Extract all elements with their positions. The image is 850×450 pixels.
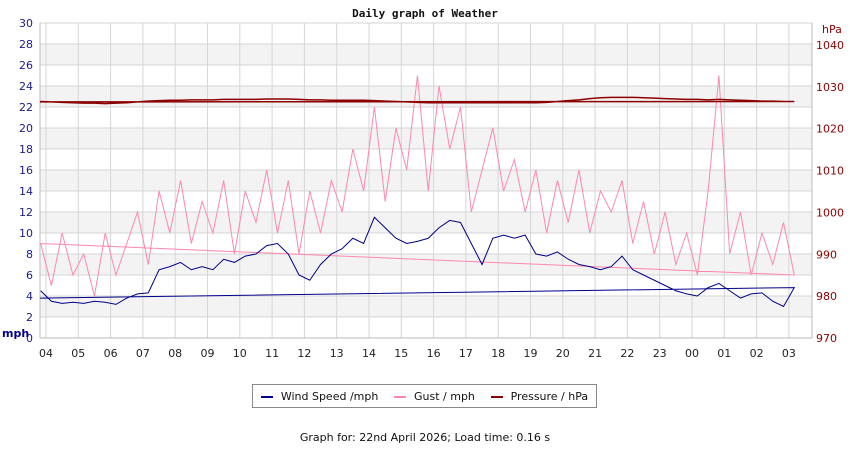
legend-label: Wind Speed /mph <box>280 389 379 403</box>
grid-band <box>40 44 812 65</box>
right-tick-label: 970 <box>816 332 837 345</box>
legend-item-gust: Gust / mph <box>394 390 475 403</box>
right-tick-label: 1040 <box>816 39 844 52</box>
x-tick-label: 17 <box>459 347 473 360</box>
left-tick-label: 30 <box>19 17 33 30</box>
left-tick-label: 26 <box>19 59 33 72</box>
left-tick-label: 28 <box>19 38 33 51</box>
x-tick-label: 19 <box>524 347 538 360</box>
x-tick-label: 03 <box>782 347 796 360</box>
right-tick-label: 1020 <box>816 123 844 136</box>
x-tick-label: 09 <box>201 347 215 360</box>
x-tick-label: 12 <box>297 347 311 360</box>
left-tick-label: 14 <box>19 185 33 198</box>
left-tick-label: 24 <box>19 80 33 93</box>
series-pressure <box>39 96 795 105</box>
x-tick-label: 18 <box>491 347 505 360</box>
left-tick-label: 10 <box>19 227 33 240</box>
x-tick-label: 01 <box>717 347 731 360</box>
x-tick-label: 15 <box>394 347 408 360</box>
left-tick-label: 22 <box>19 101 33 114</box>
left-tick-label: 12 <box>19 206 33 219</box>
x-tick-label: 05 <box>71 347 85 360</box>
series-wind <box>39 216 796 308</box>
footer-status: Graph for: 22nd April 2026; Load time: 0… <box>299 431 551 444</box>
left-tick-label: 0 <box>26 332 33 345</box>
grid-band <box>40 296 812 317</box>
legend: Wind Speed /mph Gust / mph Pressure / hP… <box>252 384 597 408</box>
x-tick-label: 11 <box>265 347 279 360</box>
left-tick-label: 2 <box>26 311 33 324</box>
left-tick-label: 4 <box>26 290 33 303</box>
right-axis-label: hPa <box>822 23 842 36</box>
x-tick-label: 20 <box>556 347 570 360</box>
x-tick-label: 16 <box>427 347 441 360</box>
grid-band <box>40 86 812 107</box>
x-tick-label: 06 <box>104 347 118 360</box>
left-tick-label: 6 <box>26 269 33 282</box>
right-tick-label: 1000 <box>816 206 844 219</box>
series-line <box>39 96 795 105</box>
grid-band <box>40 170 812 191</box>
x-tick-label: 10 <box>233 347 247 360</box>
left-tick-label: 20 <box>19 122 33 135</box>
x-tick-label: 08 <box>168 347 182 360</box>
right-tick-label: 980 <box>816 290 837 303</box>
legend-label: Gust / mph <box>414 389 475 403</box>
x-tick-label: 22 <box>620 347 634 360</box>
x-tick-label: 00 <box>685 347 699 360</box>
x-tick-label: 13 <box>330 347 344 360</box>
legend-item-pressure: Pressure / hPa <box>490 389 589 403</box>
legend-label: Pressure / hPa <box>510 389 589 403</box>
x-tick-label: 23 <box>653 347 667 360</box>
chart-title: Daily graph of Weather <box>352 7 498 20</box>
legend-item-wind: Wind Speed /mph <box>260 389 379 403</box>
series-line <box>39 216 796 308</box>
right-tick-label: 1010 <box>816 165 844 178</box>
right-tick-label: 990 <box>816 248 837 261</box>
left-tick-label: 8 <box>26 248 33 261</box>
x-tick-label: 04 <box>39 347 53 360</box>
x-tick-label: 21 <box>588 347 602 360</box>
grid-band <box>40 128 812 149</box>
series-gust <box>39 75 795 297</box>
x-tick-label: 02 <box>750 347 764 360</box>
grid-band <box>40 212 812 233</box>
x-tick-label: 07 <box>136 347 150 360</box>
left-tick-label: 18 <box>19 143 33 156</box>
x-tick-label: 14 <box>362 347 376 360</box>
left-tick-label: 16 <box>19 164 33 177</box>
weather-chart: Daily graph of Weather 02468101214161820… <box>2 7 844 360</box>
left-axis-label: mph <box>2 327 29 340</box>
right-tick-label: 1030 <box>816 81 844 94</box>
series-line <box>39 75 795 297</box>
